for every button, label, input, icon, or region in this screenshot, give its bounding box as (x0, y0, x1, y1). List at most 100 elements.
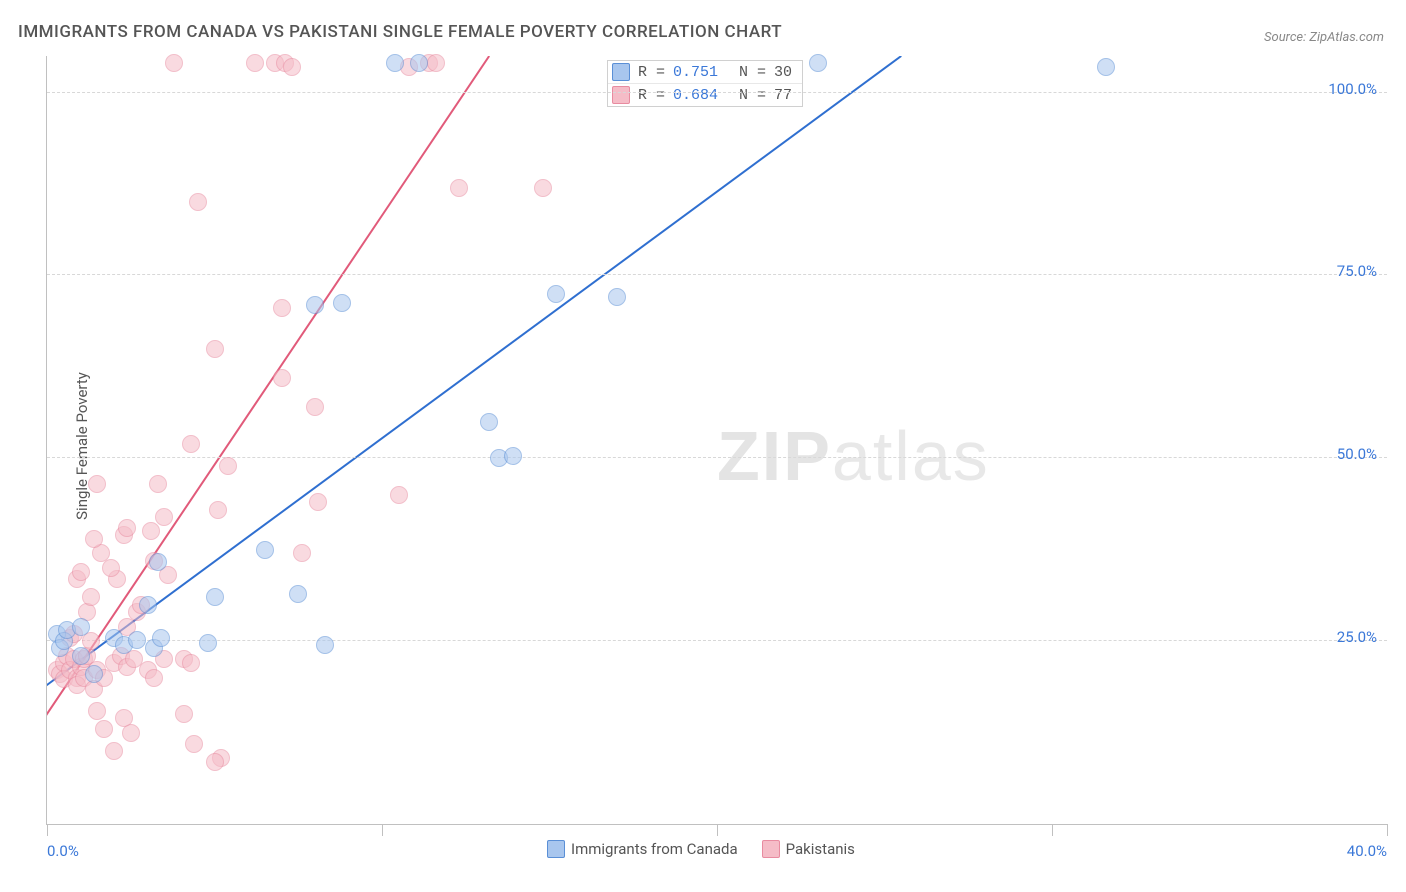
stat-n-label: N = (739, 87, 766, 104)
watermark: ZIPatlas (717, 416, 990, 496)
series-legend: Immigrants from Canada Pakistanis (547, 840, 855, 858)
stats-row: R =0.751N =30 (608, 61, 802, 83)
data-point (72, 618, 90, 636)
data-point (504, 447, 522, 465)
y-tick-label: 100.0% (1328, 80, 1377, 98)
data-point (189, 193, 207, 211)
data-point (386, 54, 404, 72)
data-point (85, 530, 103, 548)
legend-swatch (612, 63, 630, 81)
data-point (206, 753, 224, 771)
legend-swatch (547, 840, 565, 858)
data-point (427, 54, 445, 72)
stat-r-label: R = (638, 87, 665, 104)
data-point (115, 709, 133, 727)
data-point (209, 501, 227, 519)
data-point (293, 544, 311, 562)
data-point (102, 559, 120, 577)
legend-swatch (612, 86, 630, 104)
data-point (145, 669, 163, 687)
data-point (155, 508, 173, 526)
data-point (547, 285, 565, 303)
x-tick (1052, 824, 1053, 836)
trend-line (47, 56, 901, 692)
data-point (333, 294, 351, 312)
data-point (149, 553, 167, 571)
data-point (306, 398, 324, 416)
data-point (139, 596, 157, 614)
data-point (410, 54, 428, 72)
x-tick (47, 824, 48, 836)
gridline-h (47, 457, 1387, 458)
trend-lines-svg (47, 56, 1387, 824)
stats-row: R = 0.684 N = 77 (608, 83, 802, 106)
chart-title: IMMIGRANTS FROM CANADA VS PAKISTANI SING… (18, 22, 782, 42)
data-point (175, 705, 193, 723)
y-tick-label: 25.0% (1337, 628, 1377, 646)
stat-n-label: N = (739, 64, 766, 81)
data-point (1097, 58, 1115, 76)
data-point (273, 299, 291, 317)
data-point (289, 585, 307, 603)
x-tick-label: 0.0% (47, 842, 79, 860)
stat-r-value: 0.751 (673, 64, 731, 81)
data-point (182, 654, 200, 672)
data-point (306, 296, 324, 314)
data-point (534, 179, 552, 197)
gridline-h (47, 640, 1387, 641)
stat-r-value: 0.684 (673, 87, 731, 104)
legend-item: Immigrants from Canada (547, 840, 738, 858)
data-point (142, 522, 160, 540)
data-point (246, 54, 264, 72)
data-point (608, 288, 626, 306)
data-point (152, 629, 170, 647)
data-point (283, 58, 301, 76)
stats-legend-box: R =0.751N =30R =0.684N =77 (607, 60, 803, 107)
data-point (206, 340, 224, 358)
data-point (95, 720, 113, 738)
y-tick-label: 50.0% (1337, 445, 1377, 463)
source-label: Source: ZipAtlas.com (1264, 30, 1384, 45)
data-point (165, 54, 183, 72)
x-tick-label: 40.0% (1347, 842, 1387, 860)
data-point (256, 541, 274, 559)
watermark-bold: ZIP (717, 417, 832, 495)
data-point (309, 493, 327, 511)
data-point (85, 665, 103, 683)
data-point (390, 486, 408, 504)
data-point (82, 588, 100, 606)
stat-n-value: 77 (774, 87, 792, 104)
gridline-h (47, 92, 1387, 93)
data-point (118, 519, 136, 537)
legend-label: Immigrants from Canada (571, 840, 738, 858)
y-tick-label: 75.0% (1337, 262, 1377, 280)
data-point (219, 457, 237, 475)
data-point (149, 475, 167, 493)
data-point (809, 54, 827, 72)
x-tick (717, 824, 718, 836)
data-point (185, 735, 203, 753)
plot-area: ZIPatlas R =0.751N =30R =0.684N =77 Immi… (46, 56, 1387, 825)
data-point (88, 702, 106, 720)
data-point (128, 631, 146, 649)
data-point (206, 588, 224, 606)
data-point (88, 475, 106, 493)
stat-r-label: R = (638, 64, 665, 81)
legend-swatch (762, 840, 780, 858)
data-point (105, 742, 123, 760)
data-point (72, 647, 90, 665)
x-tick (1387, 824, 1388, 836)
data-point (199, 634, 217, 652)
chart-container: IMMIGRANTS FROM CANADA VS PAKISTANI SING… (0, 0, 1406, 892)
data-point (182, 435, 200, 453)
legend-label: Pakistanis (786, 840, 855, 858)
data-point (450, 179, 468, 197)
x-tick (382, 824, 383, 836)
data-point (316, 636, 334, 654)
gridline-h (47, 274, 1387, 275)
data-point (72, 563, 90, 581)
data-point (480, 413, 498, 431)
watermark-light: atlas (832, 417, 990, 495)
legend-item: Pakistanis (762, 840, 855, 858)
data-point (273, 369, 291, 387)
